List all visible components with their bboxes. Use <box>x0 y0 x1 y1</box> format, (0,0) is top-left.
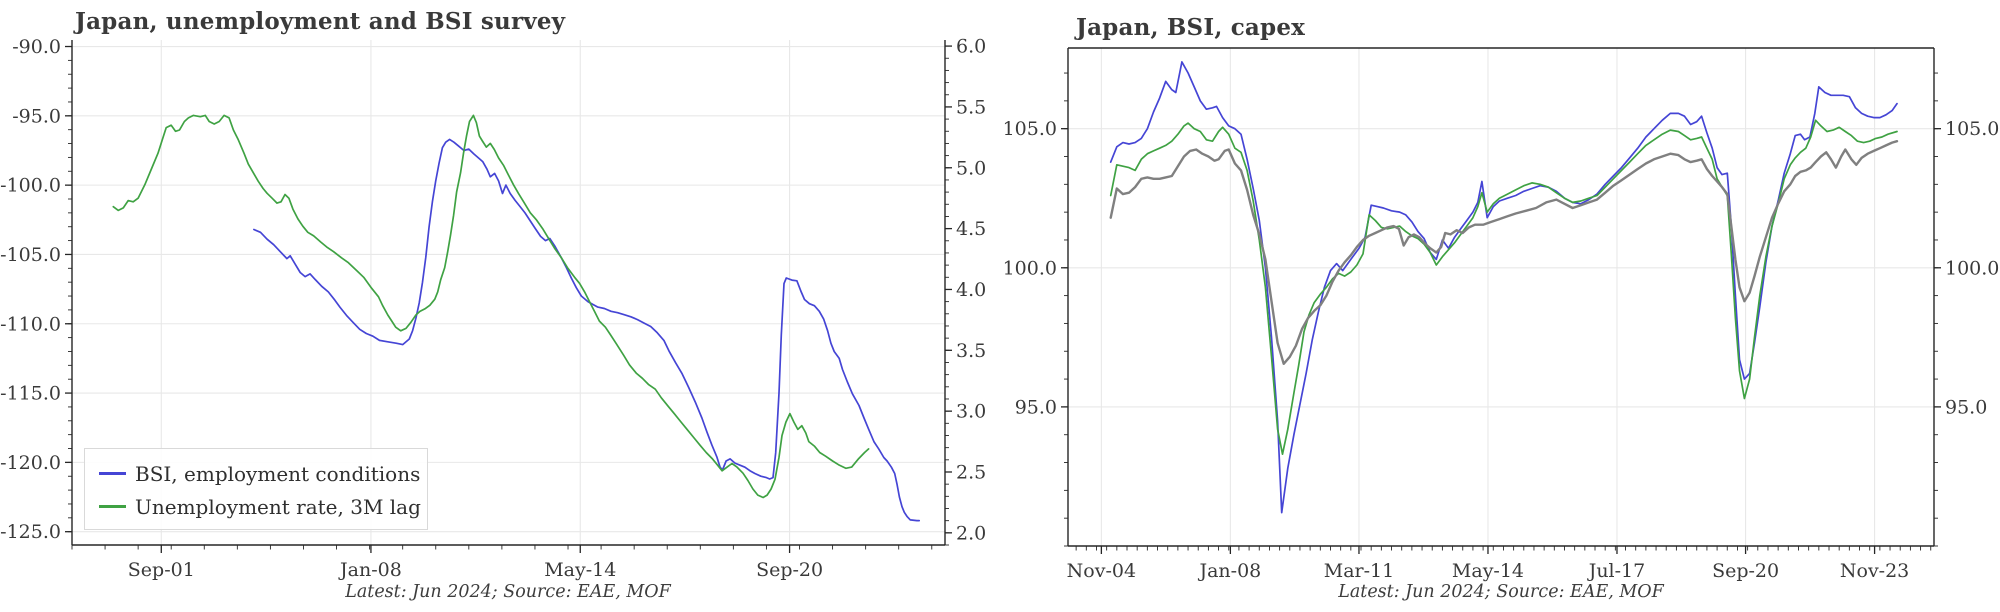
y-axis-tick-label: 2.5 <box>956 461 986 483</box>
x-axis-tick-label: Sep-20 <box>756 559 823 581</box>
x-axis-tick-label: Jan-08 <box>338 559 402 581</box>
x-axis-tick-label: Nov-23 <box>1840 560 1909 582</box>
y-axis-tick-label: -100.0 <box>0 175 61 197</box>
y-axis-tick-label: 100.0 <box>1003 257 1057 279</box>
chart-capex-plot: 105.0 100.0 95.0 105.0 100.0 95.0 Nov-04 Jan-08… <box>1003 47 1999 582</box>
legend-swatch-unemployment-icon <box>99 505 126 508</box>
y-axis-tick-label: -120.0 <box>0 452 61 474</box>
y-axis-tick-label: 5.0 <box>956 157 986 179</box>
legend-item-bsi-employment-conditions: BSI, employment conditions <box>99 457 420 490</box>
y-axis-tick-label: 95.0 <box>1945 396 1987 418</box>
series-line-bsi-employment-conditions <box>253 138 921 522</box>
x-axis-tick-label: Jan-08 <box>1197 560 1261 582</box>
series-line-unemployment-rate-3m-lag <box>112 114 870 499</box>
y-axis-tick-label: -105.0 <box>0 244 61 266</box>
chart-unemployment-bsi-plot: -90.0 -95.0 -100.0 -105.0 -110.0 -115.0 -120.0… <box>0 36 986 581</box>
chart-capex-panel: Japan, BSI, capex 105.0 100.0 95.0 105.0 100… <box>1000 0 2000 612</box>
chart-capex-title: Japan, BSI, capex <box>1076 14 1306 41</box>
x-axis-tick-label: Sep-01 <box>128 559 195 581</box>
y-axis-tick-label: 105.0 <box>1945 118 1999 140</box>
x-axis-tick-label: May-14 <box>544 559 616 581</box>
x-axis-tick-label: Jul-17 <box>1587 560 1646 582</box>
y-axis-tick-label: -115.0 <box>0 383 61 405</box>
x-axis-tick-label: Nov-04 <box>1067 560 1136 582</box>
series-line-capex-current <box>1109 61 1898 514</box>
chart-unemployment-bsi-title: Japan, unemployment and BSI survey <box>75 8 566 35</box>
y-axis-tick-label: 5.5 <box>956 96 986 118</box>
chart-unemployment-bsi-panel: Japan, unemployment and BSI survey -90.0… <box>0 8 986 602</box>
chart-capex-caption: Latest: Jun 2024; Source: EAE, MOF <box>1338 582 1664 602</box>
y-axis-tick-label: 2.0 <box>956 522 986 544</box>
y-axis-tick-label: 105.0 <box>1003 118 1057 140</box>
series-line-capex-6m <box>1109 140 1899 365</box>
y-axis-tick-label: 3.5 <box>956 340 986 362</box>
y-axis-tick-label: 3.0 <box>956 401 986 423</box>
legend-label-unemployment: Unemployment rate, 3M lag <box>135 494 421 519</box>
y-axis-tick-label: -125.0 <box>0 521 61 543</box>
x-axis-tick-label: Sep-20 <box>1712 560 1779 582</box>
x-axis-tick-label: May-14 <box>1452 560 1524 582</box>
y-axis-tick-label: 6.0 <box>956 36 986 58</box>
legend-swatch-bsi-icon <box>99 472 126 475</box>
y-axis-tick-label: -95.0 <box>12 105 61 127</box>
legend-label-bsi: BSI, employment conditions <box>135 461 421 486</box>
y-axis-tick-label: -90.0 <box>12 36 61 58</box>
chart-unemployment-bsi-caption: Latest: Jun 2024; Source: EAE, MOF <box>345 582 671 602</box>
y-axis-tick-label: 95.0 <box>1015 396 1057 418</box>
y-axis-tick-label: 4.0 <box>956 279 986 301</box>
y-axis-tick-label: 100.0 <box>1945 257 1999 279</box>
legend-item-unemployment-rate: Unemployment rate, 3M lag <box>99 490 421 523</box>
y-axis-tick-label: 4.5 <box>956 218 986 240</box>
y-axis-tick-label: -110.0 <box>0 313 61 335</box>
series-line-capex-3m <box>1109 119 1898 456</box>
x-axis-tick-label: Mar-11 <box>1324 560 1394 582</box>
chart-unemployment-bsi-legend: BSI, employment conditions Unemployment … <box>84 448 428 530</box>
